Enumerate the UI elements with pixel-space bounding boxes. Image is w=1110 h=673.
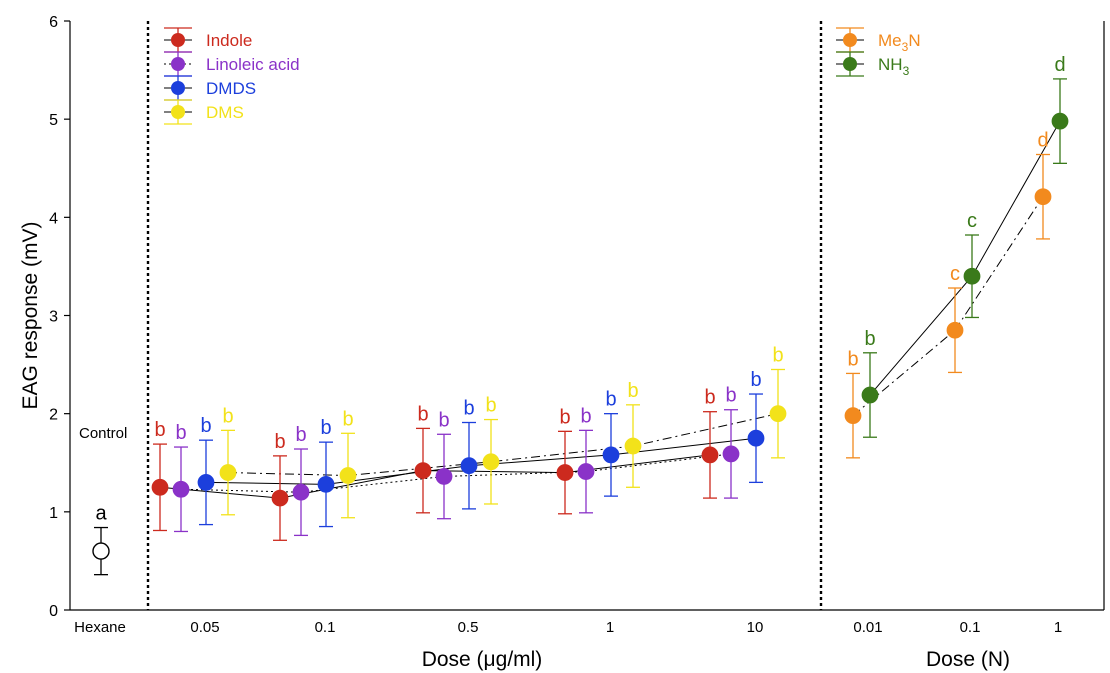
legend-label: DMDS: [206, 79, 256, 98]
data-point-me: [844, 407, 862, 425]
legend-marker: [171, 57, 185, 71]
data-point-me: [946, 321, 964, 339]
y-tick-label: 6: [49, 14, 58, 31]
legend-marker: [171, 33, 185, 47]
y-tick-label: 5: [49, 112, 58, 129]
data-point-nh: [1051, 112, 1069, 130]
legend-marker: [171, 81, 185, 95]
data-point-indole: [556, 464, 574, 481]
data-point-dms: [769, 405, 787, 423]
legend-label: Me3N: [878, 31, 921, 54]
data-point-linoleic-acid: [172, 480, 190, 498]
significance-letter: b: [725, 385, 736, 407]
x-tick-label: 0.5: [458, 619, 479, 636]
significance-letter: c: [950, 263, 960, 285]
data-point-dms: [339, 467, 357, 484]
x-tick-label: 1: [606, 619, 614, 636]
y-tick-label: 1: [49, 505, 58, 522]
series-line-dms: [227, 413, 779, 477]
data-point-dms: [219, 464, 237, 481]
legend-marker: [843, 57, 857, 71]
x-tick-label: 10: [747, 619, 764, 636]
significance-letter: b: [320, 417, 331, 439]
y-tick-label: 0: [49, 603, 58, 620]
data-point-nh: [861, 386, 879, 404]
significance-letter: d: [1054, 54, 1065, 76]
significance-letter: b: [438, 409, 449, 431]
x-axis-title: Dose (μg/ml): [422, 648, 543, 671]
legend-label: DMS: [206, 103, 244, 122]
significance-letter: b: [342, 408, 353, 430]
y-tick-label: 3: [49, 309, 58, 326]
legend-label: Indole: [206, 31, 252, 50]
significance-letter: b: [200, 415, 211, 437]
control-label: Control: [79, 425, 127, 442]
significance-letter: b: [485, 395, 496, 417]
data-point-dmds: [747, 429, 765, 447]
axes: 0 1 2 3 4 5 6 EAG response (mV) Control Hexane 0.0…: [19, 14, 1105, 671]
data-point-indole: [701, 446, 719, 464]
significance-letter: b: [274, 431, 285, 453]
significance-letter: b: [463, 398, 474, 420]
data-point-linoleic-acid: [292, 483, 310, 501]
series-line-linoleic-acid: [180, 453, 732, 493]
data-point-dmds: [460, 457, 478, 475]
legend-label: Linoleic acid: [206, 55, 300, 74]
data-point-dmds: [317, 475, 335, 493]
data-point-linoleic-acid: [722, 445, 740, 463]
data-point-hexane: [92, 542, 110, 560]
significance-letter: b: [772, 344, 783, 366]
significance-letter: b: [559, 406, 570, 428]
series-line-me: [852, 196, 1044, 417]
legend-label: NH3: [878, 55, 910, 78]
data-point-indole: [414, 462, 432, 480]
y-axis-title: EAG response (mV): [19, 222, 42, 410]
data-point-dmds: [602, 446, 620, 464]
significance-letter: b: [175, 422, 186, 444]
significance-letter: b: [704, 387, 715, 409]
significance-letter: b: [417, 403, 428, 425]
x-tick-label: 0.1: [960, 619, 981, 636]
significance-letter: b: [627, 380, 638, 402]
data-points: [92, 112, 1069, 560]
legend-marker: [171, 105, 185, 119]
data-point-dms: [624, 437, 642, 455]
x-axis-title: Dose (N): [926, 648, 1010, 671]
x-tick-label: 0.05: [190, 619, 219, 636]
data-point-indole: [151, 478, 169, 496]
data-point-nh: [963, 267, 981, 285]
significance-letter: b: [154, 419, 165, 441]
series-line-indole: [159, 454, 711, 499]
x-tick-label: Hexane: [74, 619, 126, 636]
data-point-linoleic-acid: [577, 463, 595, 480]
significance-letter: c: [967, 210, 977, 232]
significance-letter: b: [864, 328, 875, 350]
data-point-dmds: [197, 473, 215, 491]
significance-letter: a: [95, 503, 107, 525]
x-tick-label: 1: [1054, 619, 1062, 636]
y-tick-label: 2: [49, 407, 58, 424]
significance-letter: d: [1037, 130, 1048, 152]
significance-letter: b: [295, 424, 306, 446]
significance-letter: b: [580, 405, 591, 427]
x-tick-label: 0.1: [315, 619, 336, 636]
data-point-dms: [482, 453, 500, 471]
error-bars: [94, 78, 1067, 576]
significance-letter: b: [222, 405, 233, 427]
x-tick-label: 0.01: [853, 619, 882, 636]
series-line-dmds: [205, 437, 757, 485]
significance-letter: b: [750, 369, 761, 391]
significance-letter: b: [605, 389, 616, 411]
series-line-nh: [869, 120, 1061, 396]
significance-letter: b: [847, 348, 858, 370]
data-point-indole: [271, 489, 289, 507]
y-tick-label: 4: [49, 210, 58, 227]
legend-marker: [843, 33, 857, 47]
data-point-me: [1034, 188, 1052, 206]
data-point-linoleic-acid: [435, 468, 453, 485]
